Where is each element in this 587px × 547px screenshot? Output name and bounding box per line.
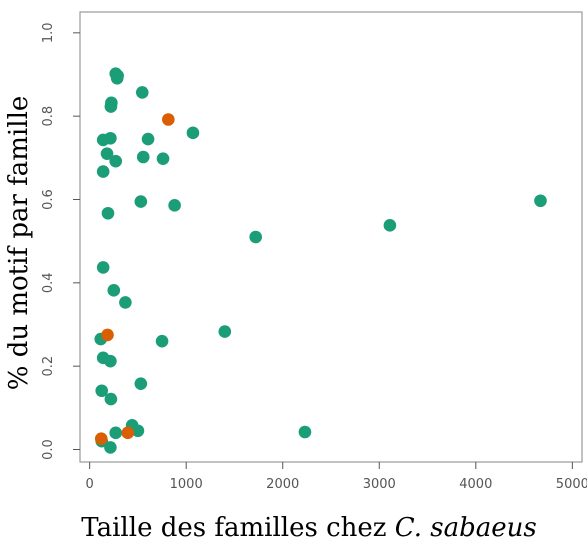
y-tick-label: 1.0 <box>41 22 56 43</box>
x-tick-label: 4000 <box>459 477 492 492</box>
data-point <box>109 154 123 168</box>
data-point <box>134 377 148 390</box>
data-point <box>168 199 181 212</box>
data-point <box>101 206 115 220</box>
y-tick-label: 0.2 <box>41 356 56 377</box>
data-point <box>162 113 175 126</box>
data-point <box>104 392 118 406</box>
x-axis-title-text: Taille des familles chez <box>81 513 394 543</box>
data-point <box>100 147 114 160</box>
data-point <box>298 425 312 439</box>
x-axis-title: Taille des familles chez C. sabaeus <box>81 513 536 543</box>
x-tick-label: 3000 <box>363 477 396 492</box>
y-axis: 0.0 0.2 0.4 0.6 0.8 1.0 <box>41 22 80 460</box>
x-axis-title-species: C. sabaeus <box>395 513 537 543</box>
data-point <box>110 71 124 85</box>
x-axis: 0 1000 2000 3000 4000 5000 <box>86 462 587 492</box>
data-point <box>383 219 397 232</box>
y-tick-label: 0.0 <box>41 439 56 460</box>
data-point <box>104 441 117 454</box>
x-tick-label: 0 <box>86 477 94 492</box>
y-tick-label: 0.4 <box>41 272 56 293</box>
data-point <box>104 100 118 113</box>
data-point <box>101 328 114 342</box>
y-axis-title: % du motif par famille <box>4 96 34 391</box>
data-point <box>136 150 150 164</box>
x-tick-label: 1000 <box>170 477 203 492</box>
data-point <box>186 126 200 140</box>
data-point <box>218 325 232 338</box>
plot-frame <box>79 11 583 463</box>
data-point <box>156 152 170 165</box>
data-point <box>95 384 109 398</box>
data-point <box>96 133 110 147</box>
data-point <box>135 86 149 99</box>
x-tick-label: 2000 <box>266 477 299 492</box>
data-point <box>249 230 262 244</box>
y-tick-label: 0.6 <box>41 189 56 210</box>
data-point <box>131 424 145 438</box>
data-point <box>96 165 110 178</box>
data-points <box>94 67 547 454</box>
data-point <box>155 334 169 348</box>
data-point <box>107 284 121 297</box>
data-point <box>109 426 123 440</box>
data-point <box>104 354 117 368</box>
data-point <box>96 261 110 274</box>
data-point <box>121 426 135 440</box>
y-tick-label: 0.8 <box>41 106 56 127</box>
data-point <box>119 296 132 309</box>
data-point <box>134 195 148 208</box>
data-point <box>534 194 547 208</box>
data-point <box>94 432 108 445</box>
x-tick-label: 5000 <box>556 477 587 492</box>
data-point <box>141 132 155 146</box>
